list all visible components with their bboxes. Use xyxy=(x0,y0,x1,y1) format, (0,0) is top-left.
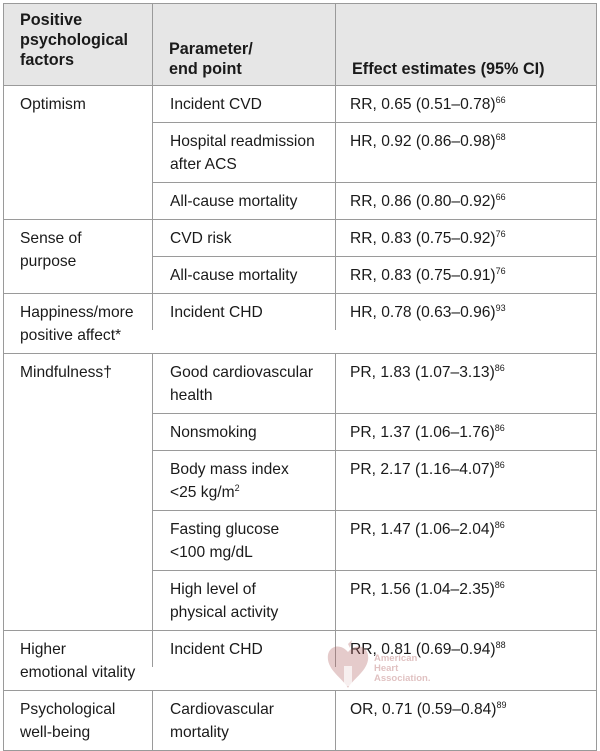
factor-group: Sense of purpose CVD risk RR, 0.83 (0.75–0.… xyxy=(4,220,596,294)
parameter-cell: All-cause mortality xyxy=(152,183,335,219)
table-row: High level of physical activity PR, 1.56 (… xyxy=(152,571,596,630)
reference-superscript: 89 xyxy=(496,700,507,710)
factor-cell: Higher emotional vitality xyxy=(20,641,136,681)
parameter-cell: Good cardiovascular health xyxy=(152,354,335,413)
reference-superscript: 66 xyxy=(495,95,506,105)
parameter-cell: Body mass index <25 kg/m2 xyxy=(152,451,335,510)
reference-superscript: 86 xyxy=(494,520,505,530)
header-effect-estimates: Effect estimates (95% CI) xyxy=(335,4,596,85)
table-header: Positive psychological factors Parameter… xyxy=(4,4,596,86)
effect-estimates-table: Positive psychological factors Parameter… xyxy=(3,3,597,751)
table-row: All-cause mortality RR, 0.86 (0.80–0.92)6… xyxy=(152,183,596,219)
table-row: Cardiovascular mortality OR, 0.71 (0.59–0.… xyxy=(152,691,596,750)
reference-superscript: 86 xyxy=(494,363,505,373)
table-row: Fasting glucose <100 mg/dL PR, 1.47 (1.06–… xyxy=(152,511,596,571)
factor-cell: Mindfulness† xyxy=(20,364,112,381)
factor-group: Mindfulness† Good cardiovascular health PR,… xyxy=(4,354,596,631)
table-row: Good cardiovascular health PR, 1.83 (1.07–… xyxy=(152,354,596,414)
parameter-cell: Nonsmoking xyxy=(152,414,335,450)
table-row: Incident CHD RR, 0.81 (0.69–0.94)88 xyxy=(152,631,596,667)
table-row: All-cause mortality RR, 0.83 (0.75–0.91)7… xyxy=(152,257,596,293)
parameter-cell: Hospital readmission after ACS xyxy=(152,123,335,182)
parameter-cell: All-cause mortality xyxy=(152,257,335,293)
reference-superscript: 76 xyxy=(495,229,506,239)
table-row: Incident CHD HR, 0.78 (0.63–0.96)93 xyxy=(152,294,596,330)
reference-superscript: 66 xyxy=(495,192,506,202)
effect-estimate-cell: RR, 0.81 (0.69–0.94)88 xyxy=(335,631,596,667)
factor-group: Happiness/more positive affect* Incident C… xyxy=(4,294,596,354)
effect-estimate-cell: RR, 0.83 (0.75–0.91)76 xyxy=(335,257,596,293)
factor-group: Psychological well-being Cardiovascular mor… xyxy=(4,691,596,750)
table-row: Hospital readmission after ACS HR, 0.92 (0… xyxy=(152,123,596,183)
effect-estimate-cell: RR, 0.65 (0.51–0.78)66 xyxy=(335,86,596,122)
effect-estimate-cell: PR, 1.47 (1.06–2.04)86 xyxy=(335,511,596,570)
effect-estimate-cell: OR, 0.71 (0.59–0.84)89 xyxy=(335,691,596,750)
factor-cell: Optimism xyxy=(20,96,86,113)
effect-estimate-cell: HR, 0.92 (0.86–0.98)68 xyxy=(335,123,596,182)
effect-estimate-cell: HR, 0.78 (0.63–0.96)93 xyxy=(335,294,596,330)
reference-superscript: 88 xyxy=(495,640,506,650)
table-row: Incident CVD RR, 0.65 (0.51–0.78)66 xyxy=(152,86,596,123)
table-body: Optimism Incident CVD RR, 0.65 (0.51–0.78)… xyxy=(4,86,596,750)
factor-group: Higher emotional vitality Incident CHD RR, … xyxy=(4,631,596,691)
unit-superscript: 2 xyxy=(234,483,240,493)
table-row: Body mass index <25 kg/m2 PR, 2.17 (1.16–4… xyxy=(152,451,596,511)
factor-group: Optimism Incident CVD RR, 0.65 (0.51–0.78)… xyxy=(4,86,596,220)
factor-cell: Happiness/more positive affect* xyxy=(20,304,134,344)
effect-estimate-cell: RR, 0.86 (0.80–0.92)66 xyxy=(335,183,596,219)
effect-estimate-cell: PR, 1.83 (1.07–3.13)86 xyxy=(335,354,596,413)
reference-superscript: 93 xyxy=(495,303,506,313)
parameter-cell: Fasting glucose <100 mg/dL xyxy=(152,511,335,570)
factor-cell: Sense of purpose xyxy=(20,230,82,270)
parameter-cell: Incident CHD xyxy=(152,294,335,330)
parameter-cell: Incident CHD xyxy=(152,631,335,667)
parameter-cell: CVD risk xyxy=(152,220,335,256)
reference-superscript: 86 xyxy=(494,580,505,590)
parameter-cell: Cardiovascular mortality xyxy=(152,691,335,750)
header-factors: Positive psychological factors xyxy=(20,11,128,69)
reference-superscript: 86 xyxy=(494,423,505,433)
factor-cell: Psychological well-being xyxy=(20,701,116,741)
effect-estimate-cell: PR, 1.56 (1.04–2.35)86 xyxy=(335,571,596,630)
effect-estimate-cell: PR, 1.37 (1.06–1.76)86 xyxy=(335,414,596,450)
parameter-cell: High level of physical activity xyxy=(152,571,335,630)
reference-superscript: 86 xyxy=(494,460,505,470)
header-parameter: Parameter/ end point xyxy=(152,4,335,85)
reference-superscript: 76 xyxy=(495,266,506,276)
reference-superscript: 68 xyxy=(495,132,506,142)
effect-estimate-cell: PR, 2.17 (1.16–4.07)86 xyxy=(335,451,596,510)
effect-estimate-cell: RR, 0.83 (0.75–0.92)76 xyxy=(335,220,596,256)
table-row: Nonsmoking PR, 1.37 (1.06–1.76)86 xyxy=(152,414,596,451)
table-row: CVD risk RR, 0.83 (0.75–0.92)76 xyxy=(152,220,596,257)
parameter-cell: Incident CVD xyxy=(152,86,335,122)
